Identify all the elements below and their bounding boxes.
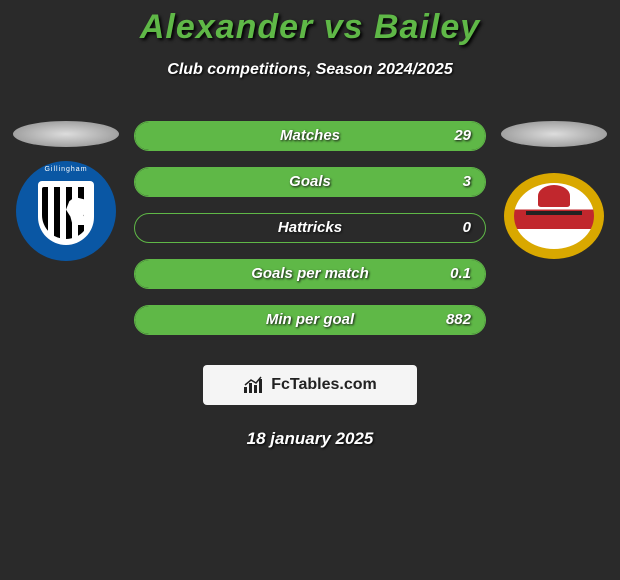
brand-box[interactable]: FcTables.com <box>203 365 417 405</box>
stat-value: 3 <box>463 168 471 196</box>
stat-label: Matches <box>135 122 485 150</box>
badge-bar <box>526 211 582 215</box>
subtitle: Club competitions, Season 2024/2025 <box>0 61 620 79</box>
stat-row-mpg: Min per goal 882 <box>134 305 486 335</box>
page-title: Alexander vs Bailey <box>0 8 620 47</box>
body-row: Gillingham Matches 29 Goals 3 Hattricks … <box>0 121 620 351</box>
stat-value: 882 <box>446 306 471 334</box>
stat-row-goals: Goals 3 <box>134 167 486 197</box>
stat-label: Goals per match <box>135 260 485 288</box>
stat-label: Min per goal <box>135 306 485 334</box>
stat-value: 0.1 <box>450 260 471 288</box>
stat-row-matches: Matches 29 <box>134 121 486 151</box>
right-ellipse <box>501 121 607 147</box>
left-ellipse <box>13 121 119 147</box>
stats-column: Matches 29 Goals 3 Hattricks 0 Goals per… <box>126 121 494 351</box>
chart-icon <box>243 376 265 394</box>
left-badge-text: Gillingham <box>16 166 116 173</box>
left-side: Gillingham <box>6 121 126 261</box>
left-team-badge: Gillingham <box>16 161 116 261</box>
stat-label: Goals <box>135 168 485 196</box>
viking-icon <box>538 185 570 207</box>
right-team-badge <box>504 173 604 259</box>
stat-row-hattricks: Hattricks 0 <box>134 213 486 243</box>
stat-value: 29 <box>454 122 471 150</box>
date-text: 18 january 2025 <box>0 429 620 449</box>
stat-row-gpm: Goals per match 0.1 <box>134 259 486 289</box>
stat-value: 0 <box>463 214 471 242</box>
stat-label: Hattricks <box>135 214 485 242</box>
comparison-card: Alexander vs Bailey Club competitions, S… <box>0 0 620 449</box>
brand-text: FcTables.com <box>271 376 377 394</box>
right-side <box>494 121 614 259</box>
